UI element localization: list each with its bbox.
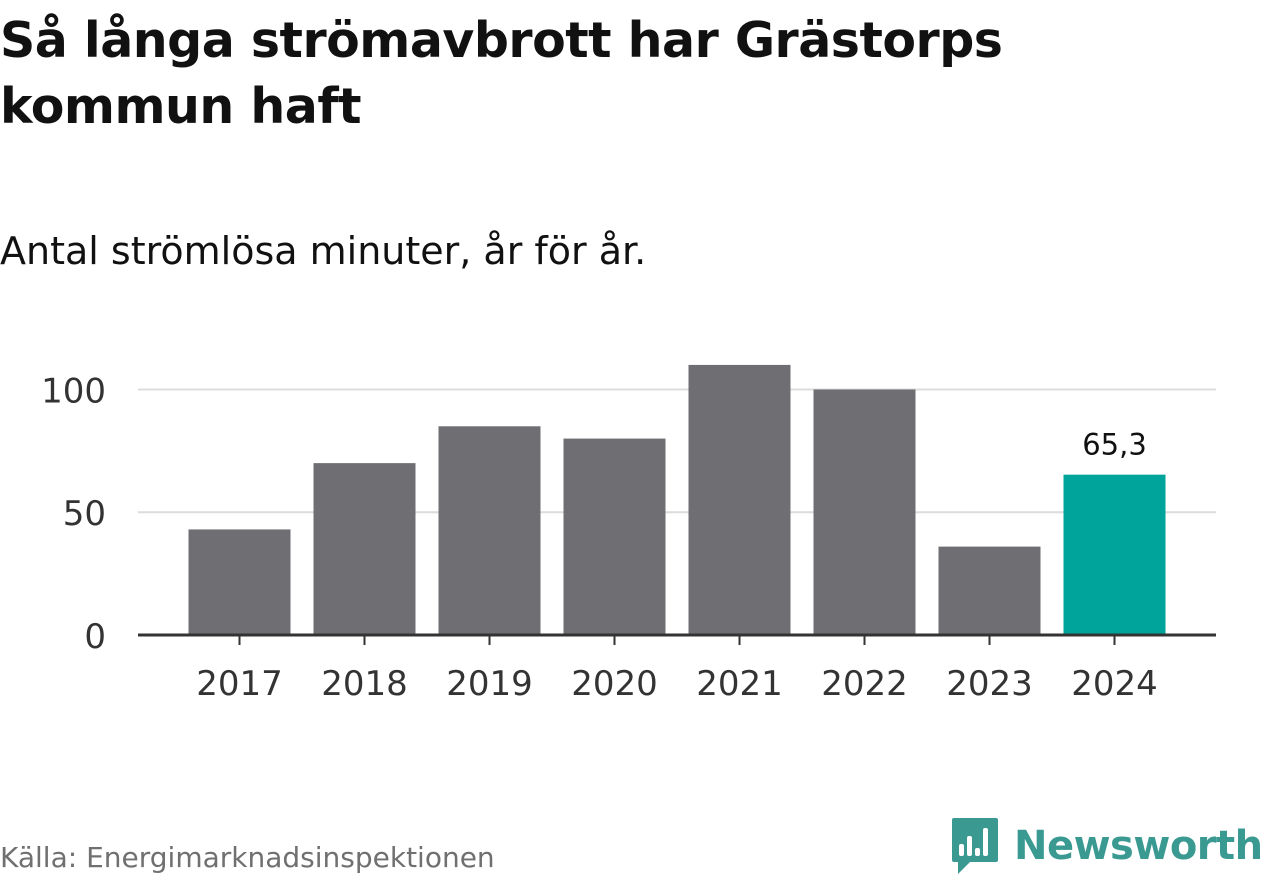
brand-logo: Newsworthy xyxy=(950,816,1262,876)
bar-2020 xyxy=(563,438,666,635)
chart-subtitle: Antal strömlösa minuter, år för år. xyxy=(0,229,647,273)
newsworthy-logo-icon xyxy=(952,818,998,874)
y-tick-label-50: 50 xyxy=(63,494,106,534)
brand-name: Newsworthy xyxy=(1014,823,1262,869)
labels: 0 50 100 2017 2018 2019 2020 2021 2022 2023 2024 65… xyxy=(41,371,1158,704)
bar-2019 xyxy=(438,426,541,635)
grid-lines xyxy=(138,388,1216,514)
data-label-2024: 65,3 xyxy=(1082,428,1147,462)
x-tick-label-2022: 2022 xyxy=(821,664,908,704)
x-tick-label-2018: 2018 xyxy=(321,664,408,704)
bar-2023 xyxy=(938,546,1041,635)
bars xyxy=(188,364,1166,635)
x-tick-label-2017: 2017 xyxy=(196,664,283,704)
source-note: Källa: Energimarknadsinspektionen xyxy=(0,841,495,874)
x-axis xyxy=(138,633,1216,645)
y-tick-label-0: 0 xyxy=(84,617,106,657)
bar-2018 xyxy=(313,463,416,635)
x-tick-label-2020: 2020 xyxy=(571,664,658,704)
bar-2017 xyxy=(188,529,291,635)
bar-2021 xyxy=(688,364,791,635)
y-tick-label-100: 100 xyxy=(41,371,106,411)
x-tick-label-2023: 2023 xyxy=(946,664,1033,704)
bar-2024 xyxy=(1063,474,1166,635)
bar-2022 xyxy=(813,389,916,635)
x-tick-label-2021: 2021 xyxy=(696,664,783,704)
x-tick-label-2024: 2024 xyxy=(1071,664,1158,704)
chart-title: Så långa strömavbrott har Grästorps komm… xyxy=(0,12,1003,135)
x-tick-label-2019: 2019 xyxy=(446,664,533,704)
